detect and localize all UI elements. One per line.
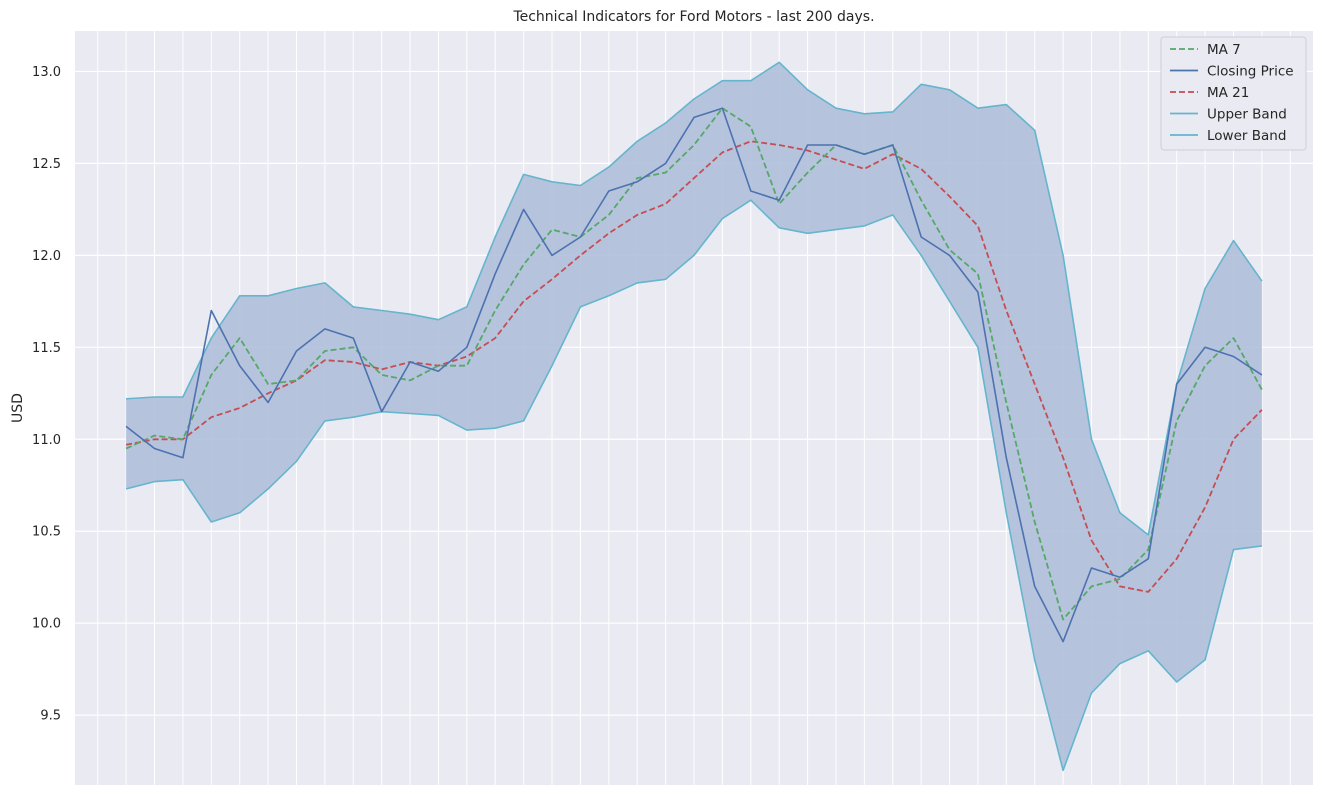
series-line-ma-21: [125, 140, 1263, 593]
legend-label: Closing Price: [1207, 64, 1294, 80]
legend-label: Upper Band: [1207, 107, 1287, 123]
y-axis-label: USD: [10, 393, 26, 423]
y-tick-label: 10.0: [32, 617, 61, 632]
y-tick-label: 12.5: [32, 157, 61, 172]
legend-label: Lower Band: [1207, 128, 1286, 144]
y-tick-label: 13.0: [32, 65, 61, 80]
y-tick-label: 10.5: [32, 525, 61, 540]
legend-label: MA 7: [1207, 42, 1241, 58]
series-line-lower-band: [125, 199, 1263, 772]
legend-box: [1160, 36, 1307, 151]
y-tick-label: 11.5: [32, 341, 61, 356]
series-line-ma-7: [125, 107, 1263, 621]
y-tick-labels: 9.5 10.0 10.5 11.0 11.5 12.0 12.5 13.0: [32, 65, 61, 724]
y-tick-label: 12.0: [32, 249, 61, 264]
legend: MA 7 Closing Price MA 21 Upper Band Lower Ba…: [1160, 36, 1307, 151]
y-tick-label: 9.5: [40, 709, 61, 724]
chart-title: Technical Indicators for Ford Motors - l…: [512, 9, 874, 25]
legend-label: MA 21: [1207, 85, 1249, 101]
y-tick-label: 11.0: [32, 433, 61, 448]
series-line-upper-band: [126, 61, 1263, 536]
series-line-closing-price: [125, 107, 1263, 643]
series-lines: [125, 61, 1263, 772]
bollinger-band-fill: [126, 62, 1262, 771]
